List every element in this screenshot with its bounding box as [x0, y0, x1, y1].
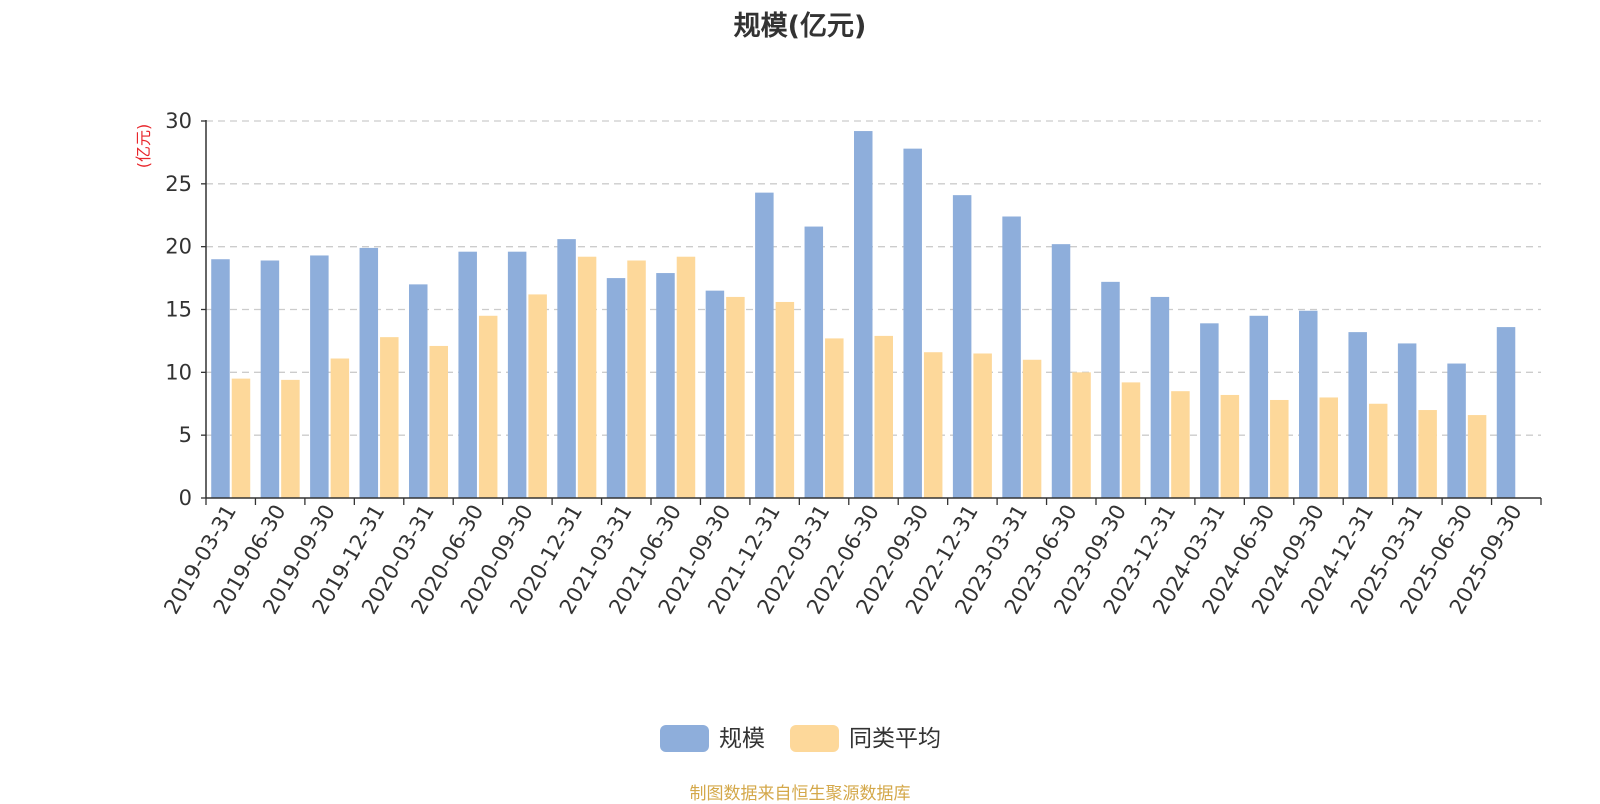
bar-scale	[1348, 332, 1367, 498]
bar-scale	[1496, 327, 1516, 498]
bar-peer-average	[1220, 394, 1240, 498]
bar-scale	[1397, 343, 1417, 498]
bar-scale	[606, 278, 626, 498]
bar-scale	[1002, 216, 1021, 499]
bar-scale	[557, 239, 576, 499]
bar-peer-average	[676, 256, 696, 498]
bar-peer-average	[1072, 372, 1091, 498]
y-tick-label: 25	[165, 172, 192, 196]
bar-scale	[656, 273, 675, 498]
y-tick-label: 0	[179, 486, 192, 510]
bar-peer-average	[825, 338, 844, 498]
bar-peer-average	[1467, 415, 1487, 498]
bar-peer-average	[1121, 382, 1141, 498]
bar-peer-average	[1319, 397, 1338, 498]
bar-scale	[409, 284, 428, 498]
bar-scale	[1200, 323, 1219, 498]
bar-peer-average	[429, 345, 448, 498]
bar-scale	[1447, 363, 1466, 498]
y-tick-label: 5	[179, 423, 192, 447]
bar-peer-average	[380, 337, 399, 498]
legend-swatch	[790, 725, 839, 752]
bar-peer-average	[1368, 403, 1388, 498]
bar-peer-average	[478, 315, 498, 498]
bar-peer-average	[627, 260, 646, 498]
bar-peer-average	[231, 378, 251, 498]
bar-scale	[903, 148, 922, 498]
bar-scale	[1101, 281, 1120, 498]
bar-scale	[260, 260, 280, 498]
bar-peer-average	[528, 294, 547, 498]
bar-scale	[705, 290, 725, 498]
bar-peer-average	[1418, 410, 1437, 498]
bar-scale	[804, 226, 824, 498]
bar-scale	[952, 195, 972, 499]
bar-peer-average	[775, 301, 795, 498]
bar-scale	[211, 259, 230, 498]
bar-peer-average	[330, 358, 350, 498]
legend-swatch	[660, 725, 709, 752]
bar-peer-average	[1171, 391, 1190, 498]
bar-peer-average	[1022, 359, 1042, 498]
bar-peer-average	[923, 352, 943, 498]
bar-scale	[310, 255, 329, 498]
bar-peer-average	[874, 335, 893, 498]
bar-scale	[359, 247, 379, 498]
bar-peer-average	[1270, 399, 1289, 498]
bar-scale	[854, 131, 873, 498]
bar-peer-average	[726, 296, 745, 498]
y-tick-label: 20	[165, 235, 192, 259]
y-axis-label: (亿元)	[134, 124, 153, 169]
y-tick-label: 10	[165, 360, 192, 384]
chart-title: 规模(亿元)	[733, 11, 867, 42]
bar-scale	[755, 192, 774, 498]
source-note: 制图数据来自恒生聚源数据库	[689, 784, 911, 804]
bar-scale	[507, 251, 527, 498]
y-tick-label: 30	[165, 109, 192, 133]
bar-scale	[1150, 296, 1170, 498]
bar-scale	[1299, 310, 1318, 498]
legend-label: 同类平均	[849, 726, 941, 752]
bar-peer-average	[973, 353, 992, 498]
bar-peer-average	[281, 379, 300, 498]
bar-scale	[1249, 315, 1269, 498]
bar-scale	[1051, 244, 1071, 498]
y-tick-label: 15	[165, 298, 192, 322]
bar-peer-average	[577, 256, 597, 498]
legend-label: 规模	[719, 726, 765, 752]
bar-scale	[458, 251, 477, 498]
